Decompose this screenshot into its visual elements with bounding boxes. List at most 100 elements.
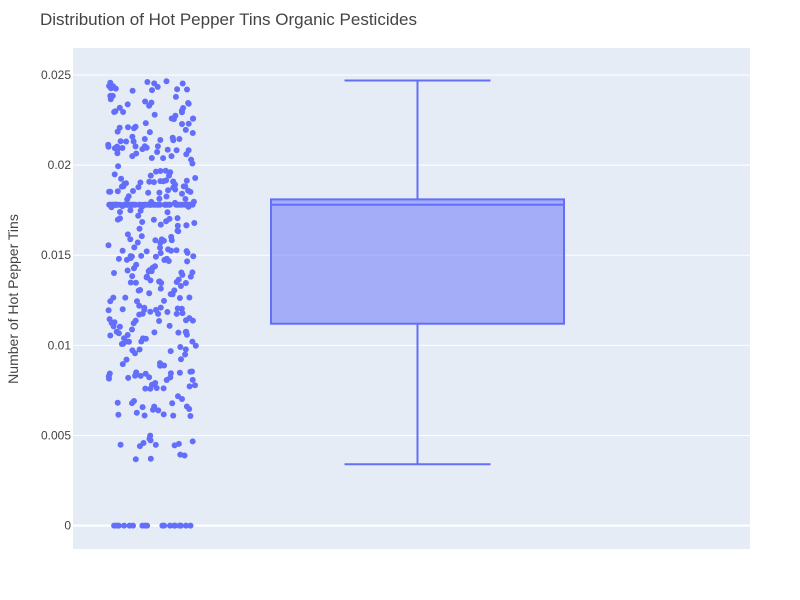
data-point: [131, 244, 138, 251]
data-point: [154, 149, 161, 155]
data-point: [157, 178, 164, 185]
data-point: [186, 383, 193, 390]
data-point: [167, 348, 174, 355]
data-point: [138, 233, 145, 240]
data-point: [129, 153, 136, 160]
data-point: [117, 209, 123, 215]
data-point: [139, 219, 146, 225]
data-point: [106, 375, 112, 382]
data-point: [152, 380, 159, 386]
data-point: [114, 216, 121, 223]
data-point: [151, 329, 158, 336]
data-point: [119, 306, 126, 313]
data-point: [150, 179, 157, 186]
data-point: [151, 403, 158, 410]
data-point: [161, 522, 168, 529]
data-point: [189, 130, 196, 136]
data-point: [133, 409, 140, 416]
data-point: [183, 522, 189, 529]
data-point: [111, 270, 117, 276]
chart-title: Distribution of Hot Pepper Tins Organic …: [40, 10, 417, 29]
data-point: [148, 198, 155, 205]
data-point: [129, 133, 136, 140]
data-point: [178, 356, 184, 363]
data-point: [174, 305, 181, 312]
data-point: [130, 522, 136, 529]
data-point: [127, 236, 134, 243]
data-point: [185, 100, 192, 107]
data-point: [137, 179, 144, 186]
data-point: [170, 178, 177, 185]
data-point: [129, 326, 135, 333]
data-point: [139, 404, 146, 411]
data-point: [135, 212, 142, 219]
data-point: [131, 201, 138, 208]
data-point: [163, 78, 170, 85]
y-tick-label: 0.015: [41, 248, 71, 262]
data-point: [185, 203, 192, 210]
data-point: [147, 308, 154, 315]
data-point: [187, 273, 194, 280]
data-point: [132, 279, 139, 286]
data-point: [134, 298, 140, 305]
data-point: [125, 124, 131, 131]
data-point: [168, 237, 175, 244]
data-point: [190, 253, 197, 260]
data-point: [157, 250, 164, 256]
y-tick-label: 0: [64, 519, 71, 533]
data-point: [110, 323, 117, 330]
data-point: [119, 203, 126, 210]
data-point: [183, 403, 190, 410]
data-point: [166, 172, 172, 179]
data-point: [153, 168, 159, 175]
data-point: [152, 237, 159, 244]
data-point: [115, 163, 122, 170]
data-point: [163, 193, 170, 200]
data-point: [114, 188, 121, 195]
data-point: [183, 222, 190, 229]
data-point: [115, 411, 122, 418]
data-point: [157, 285, 164, 292]
data-point: [124, 332, 131, 338]
data-point: [179, 121, 185, 127]
data-point: [174, 222, 181, 229]
data-point: [182, 126, 189, 133]
data-point: [172, 186, 179, 193]
data-point: [125, 193, 132, 200]
data-point: [124, 201, 131, 208]
data-point: [127, 255, 134, 262]
data-point: [160, 237, 167, 244]
data-point: [129, 347, 136, 354]
data-point: [105, 242, 112, 249]
data-point: [115, 330, 122, 337]
data-point: [134, 239, 141, 246]
data-point: [152, 441, 159, 448]
data-point: [147, 172, 154, 179]
data-point: [127, 279, 134, 286]
data-point: [174, 86, 181, 93]
data-point: [150, 216, 157, 223]
data-point: [171, 522, 178, 529]
data-point: [114, 399, 121, 406]
data-point: [172, 93, 179, 100]
data-point: [106, 188, 113, 195]
data-point: [131, 398, 137, 404]
data-point: [149, 264, 156, 271]
data-point: [116, 323, 123, 330]
data-point: [176, 369, 183, 376]
data-point: [132, 317, 139, 324]
data-point: [142, 385, 149, 392]
data-point: [168, 153, 175, 160]
data-point: [163, 177, 170, 184]
data-point: [174, 215, 181, 222]
data-point: [160, 155, 167, 162]
data-point: [164, 209, 171, 216]
data-point: [139, 146, 146, 153]
data-point: [185, 120, 192, 127]
data-point: [173, 147, 180, 154]
data-point: [149, 87, 155, 94]
data-point: [136, 225, 143, 232]
data-point: [161, 297, 167, 304]
data-point: [157, 362, 164, 369]
